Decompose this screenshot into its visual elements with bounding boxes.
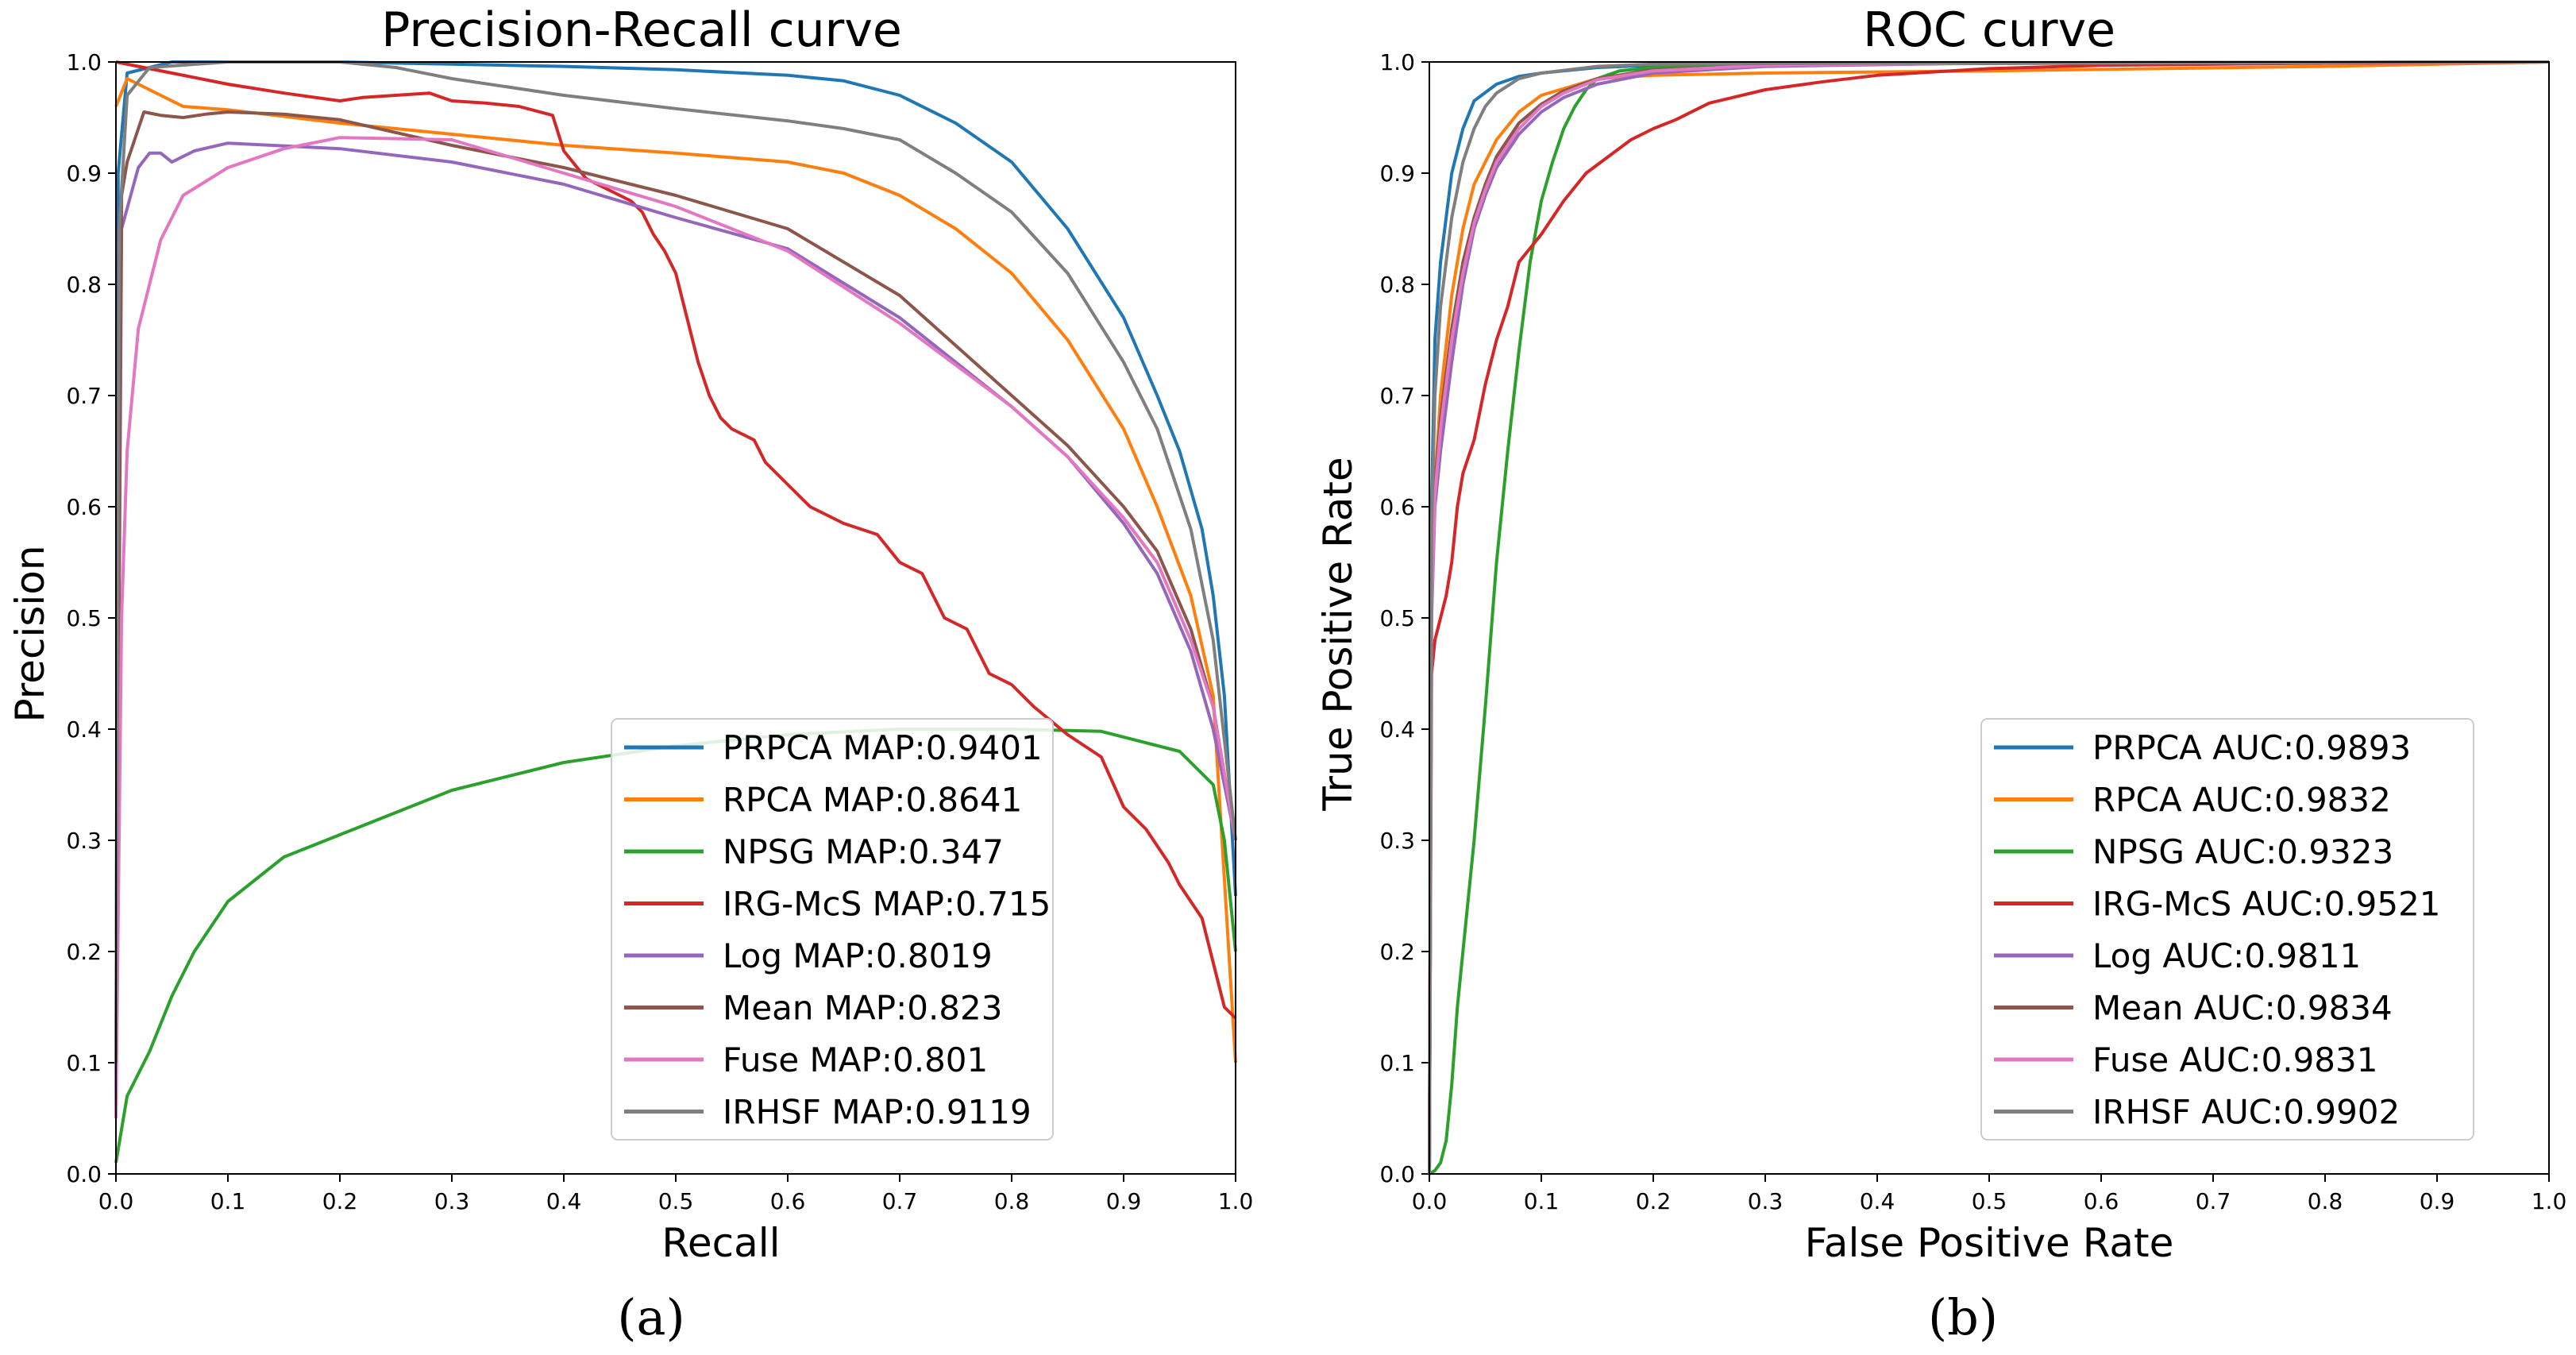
pr-x-tick-label: 0.3: [434, 1188, 470, 1214]
roc-legend-label-log: Log AUC:0.9811: [2092, 936, 2361, 975]
pr-chart-title: Precision-Recall curve: [381, 2, 902, 58]
roc-y-tick-label: 0.3: [1379, 828, 1415, 854]
roc-chart-title: ROC curve: [1863, 2, 2115, 58]
pr-legend-label-irg-mcs: IRG-McS MAP:0.715: [723, 885, 1051, 924]
roc-chart: ROC curve False Positive Rate True Posit…: [1315, 2, 2566, 1346]
pr-legend: PRPCA MAP:0.9401 RPCA MAP:0.8641 NPSG MAP:…: [611, 718, 1054, 1141]
pr-legend-label-mean: Mean MAP:0.823: [723, 989, 1002, 1028]
roc-y-tick-label: 0.8: [1379, 272, 1415, 298]
roc-legend-label-irg-mcs: IRG-McS AUC:0.9521: [2092, 885, 2441, 924]
roc-x-tick-label: 0.2: [1636, 1188, 1672, 1214]
pr-y-tick-label: 0.1: [66, 1050, 102, 1076]
roc-y-tick-label: 0.2: [1379, 939, 1415, 965]
pr-x-tick-label: 0.9: [1106, 1188, 1142, 1214]
pr-legend-label-npsg: NPSG MAP:0.347: [723, 832, 1004, 871]
pr-y-tick-label: 0.2: [66, 939, 102, 965]
pr-x-axis-label: Recall: [661, 1220, 780, 1266]
pr-y-tick-label: 0.4: [66, 716, 102, 743]
roc-x-axis-label: False Positive Rate: [1805, 1220, 2174, 1266]
pr-y-tick-label: 0.5: [66, 605, 102, 631]
roc-x-ticks: 0.0 0.1 0.2 0.3 0.4 0.5 0.6 0.7 0.8 0.9 1.0: [1412, 1174, 2567, 1214]
pr-y-tick-label: 1.0: [66, 49, 102, 75]
roc-caption: (b): [1928, 1288, 1998, 1346]
roc-series-irhsf: [1428, 60, 2550, 1175]
pr-x-tick-label: 0.1: [210, 1188, 246, 1214]
roc-legend-label-npsg: NPSG AUC:0.9323: [2092, 832, 2393, 871]
pr-caption: (a): [617, 1288, 684, 1346]
roc-y-axis-label: True Positive Rate: [1315, 457, 1361, 811]
pr-series-rpca: [114, 77, 1237, 1064]
roc-x-tick-label: 0.0: [1412, 1188, 1448, 1214]
roc-x-tick-label: 0.1: [1524, 1188, 1560, 1214]
roc-x-tick-label: 0.7: [2196, 1188, 2231, 1214]
roc-legend: PRPCA AUC:0.9893 RPCA AUC:0.9832 NPSG AUC:…: [1980, 718, 2474, 1141]
roc-x-tick-label: 0.4: [1860, 1188, 1895, 1214]
roc-plot-frame: [1429, 61, 2550, 1175]
roc-series-fuse: [1428, 60, 2550, 1175]
roc-x-tick-label: 0.3: [1748, 1188, 1784, 1214]
pr-series-lines: [114, 60, 1237, 1164]
roc-x-tick-label: 1.0: [2532, 1188, 2567, 1214]
roc-legend-label-fuse: Fuse AUC:0.9831: [2092, 1040, 2377, 1079]
roc-y-tick-label: 0.9: [1379, 160, 1415, 187]
roc-y-ticks: 0.0 0.1 0.2 0.3 0.4 0.5 0.6 0.7 0.8 0.9 1.0: [1379, 49, 1429, 1187]
pr-y-tick-label: 0.3: [66, 828, 102, 854]
pr-series-mean: [114, 110, 1237, 1064]
pr-legend-label-rpca: RPCA MAP:0.8641: [723, 781, 1022, 820]
pr-x-tick-label: 0.7: [882, 1188, 918, 1214]
pr-y-tick-label: 0.9: [66, 160, 102, 187]
roc-x-tick-label: 0.5: [1972, 1188, 2007, 1214]
roc-legend-label-prpca: PRPCA AUC:0.9893: [2092, 728, 2411, 767]
pr-series-irg-mcs: [115, 60, 1237, 1020]
roc-y-tick-label: 0.4: [1379, 716, 1415, 743]
pr-legend-box: [611, 718, 1054, 1141]
roc-legend-box: [1980, 718, 2474, 1141]
roc-y-tick-label: 0.7: [1379, 383, 1415, 409]
pr-x-tick-label: 0.8: [994, 1188, 1030, 1214]
pr-y-axis-label: Precision: [7, 545, 53, 722]
pr-legend-label-irhsf: IRHSF MAP:0.9119: [723, 1093, 1032, 1132]
roc-series-irg-mcs: [1428, 60, 2550, 1175]
roc-y-tick-label: 0.1: [1379, 1050, 1415, 1076]
roc-y-tick-label: 0.6: [1379, 494, 1415, 520]
pr-x-tick-label: 0.4: [546, 1188, 582, 1214]
roc-x-tick-label: 0.6: [2084, 1188, 2119, 1214]
pr-y-ticks: 0.0 0.1 0.2 0.3 0.4 0.5 0.6 0.7 0.8 0.9 1.0: [66, 49, 116, 1187]
roc-legend-label-rpca: RPCA AUC:0.9832: [2092, 781, 2391, 820]
pr-y-tick-label: 0.7: [66, 383, 102, 409]
pr-series-irhsf: [114, 60, 1237, 1064]
pr-x-tick-label: 0.2: [322, 1188, 358, 1214]
pr-plot-frame: [115, 61, 1236, 1175]
pr-series-log: [114, 141, 1237, 1119]
roc-y-tick-label: 0.0: [1379, 1161, 1415, 1187]
pr-x-ticks: 0.0 0.1 0.2 0.3 0.4 0.5 0.6 0.7 0.8 0.9 1.0: [98, 1174, 1254, 1214]
pr-legend-label-prpca: PRPCA MAP:0.9401: [723, 728, 1043, 767]
pr-x-tick-label: 0.0: [98, 1188, 134, 1214]
roc-y-tick-label: 0.5: [1379, 605, 1415, 631]
pr-chart: Precision-Recall curve Recall Precision …: [7, 2, 1253, 1346]
roc-series-lines: [1428, 60, 2550, 1175]
pr-legend-label-fuse: Fuse MAP:0.801: [723, 1040, 988, 1079]
pr-series-npsg: [114, 728, 1237, 1164]
pr-legend-label-log: Log MAP:0.8019: [723, 936, 993, 975]
roc-y-tick-label: 1.0: [1379, 49, 1415, 75]
pr-x-tick-label: 0.6: [770, 1188, 806, 1214]
roc-x-tick-label: 0.9: [2420, 1188, 2455, 1214]
pr-x-tick-label: 0.5: [658, 1188, 694, 1214]
roc-legend-label-mean: Mean AUC:0.9834: [2092, 989, 2393, 1028]
pr-series-fuse: [114, 136, 1237, 1119]
roc-legend-label-irhsf: IRHSF AUC:0.9902: [2092, 1093, 2400, 1132]
roc-x-tick-label: 0.8: [2308, 1188, 2343, 1214]
pr-y-tick-label: 0.6: [66, 494, 102, 520]
pr-y-tick-label: 0.8: [66, 272, 102, 298]
pr-x-tick-label: 1.0: [1218, 1188, 1254, 1214]
pr-y-tick-label: 0.0: [66, 1161, 102, 1187]
